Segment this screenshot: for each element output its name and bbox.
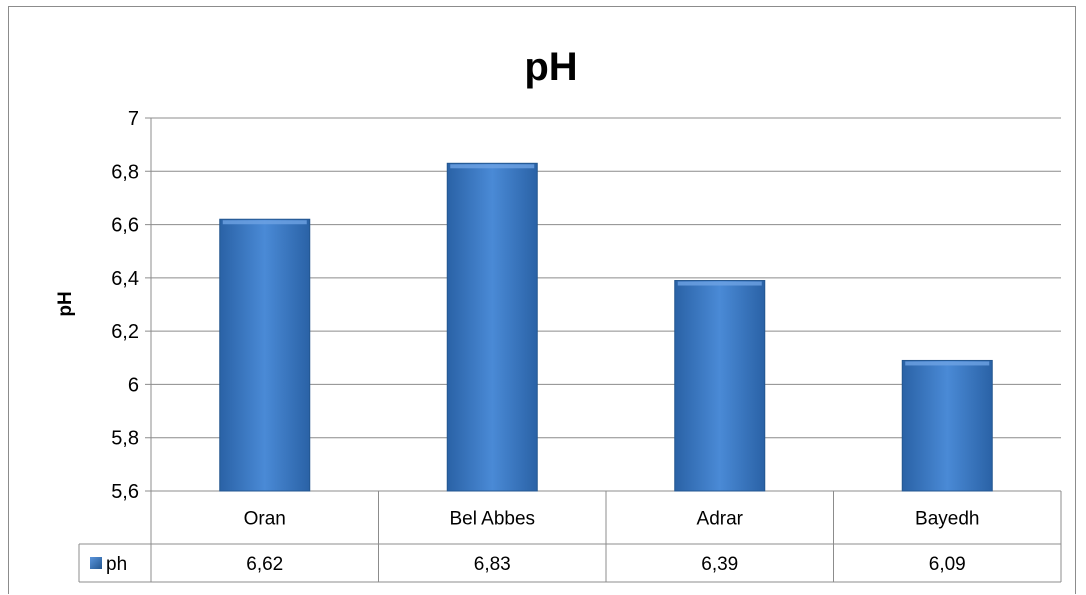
y-tick-label: 6,6 bbox=[111, 215, 139, 237]
legend-label: ph bbox=[106, 554, 127, 575]
y-tick-label: 6,2 bbox=[111, 321, 139, 343]
y-tick-label: 6 bbox=[128, 374, 139, 396]
bar bbox=[674, 280, 766, 492]
bar bbox=[446, 162, 538, 492]
y-tick-label: 6,8 bbox=[111, 161, 139, 183]
y-tick-label: 5,8 bbox=[111, 428, 139, 450]
y-tick-label: 7 bbox=[128, 108, 139, 130]
data-label: 6,83 bbox=[474, 554, 511, 575]
bar-highlight bbox=[450, 164, 535, 169]
y-axis-label: pH bbox=[55, 291, 76, 316]
category-label: Oran bbox=[244, 509, 286, 530]
data-label: 6,39 bbox=[701, 554, 738, 575]
data-label: 6,09 bbox=[929, 554, 966, 575]
category-label: Bel Abbes bbox=[449, 509, 535, 530]
y-tick-label: 6,4 bbox=[111, 268, 139, 290]
bar-highlight bbox=[905, 361, 990, 366]
y-tick-label: 5,6 bbox=[111, 481, 139, 503]
chart-title: pH bbox=[524, 45, 577, 89]
category-label: Bayedh bbox=[915, 509, 979, 530]
legend-swatch bbox=[90, 557, 102, 569]
bar bbox=[901, 359, 993, 492]
bar bbox=[219, 218, 311, 492]
chart-frame bbox=[8, 6, 1076, 594]
bar-highlight bbox=[222, 220, 307, 225]
category-label: Adrar bbox=[697, 509, 744, 530]
data-label: 6,62 bbox=[246, 554, 283, 575]
bar-highlight bbox=[677, 281, 762, 286]
